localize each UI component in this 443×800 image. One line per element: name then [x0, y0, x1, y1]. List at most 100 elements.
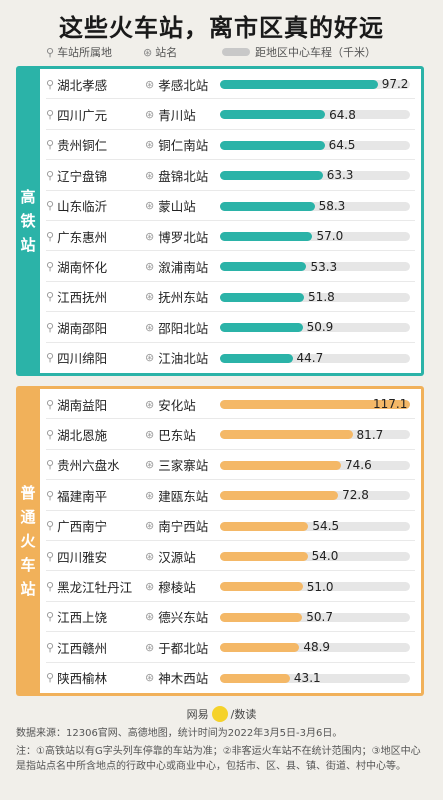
- data-label: 43.1: [293, 670, 321, 685]
- province-cell: ⚲ 四川雅安: [46, 541, 107, 571]
- province-cell: ⚲ 湖北恩施: [46, 419, 107, 449]
- province-label: 贵州铜仁: [57, 138, 108, 154]
- station-icon: ⊛: [145, 260, 155, 274]
- credit-sep: /: [230, 707, 235, 721]
- station-label: 建瓯东站: [158, 488, 209, 504]
- province-label: 山东临沂: [57, 199, 108, 215]
- station-icon: ⊛: [145, 320, 155, 334]
- province-cell: ⚲ 江西上饶: [46, 602, 107, 632]
- bar-track: [220, 582, 410, 592]
- station-label: 南宁西站: [158, 519, 209, 535]
- list-item: ⚲ 四川广元 ⊛ 青川站 64.8: [40, 99, 421, 130]
- province-cell: ⚲ 广西南宁: [46, 511, 107, 541]
- list-item: ⚲ 湖北孝感 ⊛ 孝感北站 97.2: [40, 69, 421, 100]
- station-label: 青川站: [158, 108, 196, 124]
- bar-track: [220, 521, 410, 531]
- legend-distance: 距地区中心车程（千米）: [222, 44, 376, 60]
- province-cell: ⚲ 广东惠州: [46, 221, 107, 251]
- station-icon: ⊛: [145, 610, 155, 624]
- bar: [220, 400, 410, 409]
- list-item: ⚲ 陕西榆林 ⊛ 神木西站 43.1: [40, 663, 421, 693]
- credit-left: 网易: [186, 708, 209, 721]
- bar: [220, 460, 342, 470]
- station-cell: ⊛ 蒙山站: [145, 191, 196, 221]
- list-item: ⚲ 湖北恩施 ⊛ 巴东站 81.7: [40, 419, 421, 450]
- station-icon: ⊛: [145, 488, 155, 502]
- bar: [220, 232, 313, 241]
- legend-station-label: 站名: [155, 46, 178, 59]
- station-label: 汉源站: [158, 549, 196, 565]
- data-label: 51.0: [306, 579, 334, 594]
- station-cell: ⊛ 三家寨站: [145, 450, 208, 480]
- bar: [220, 353, 293, 363]
- bar: [220, 643, 300, 653]
- station-cell: ⊛ 溆浦南站: [145, 251, 208, 281]
- bar: [220, 201, 315, 211]
- station-icon: ⊛: [145, 351, 155, 365]
- list-item: ⚲ 广西南宁 ⊛ 南宁西站 54.5: [40, 511, 421, 541]
- province-cell: ⚲ 贵州铜仁: [46, 130, 107, 160]
- location-pin-icon: ⚲: [46, 428, 55, 442]
- station-icon: ⊛: [145, 580, 155, 594]
- location-pin-icon: ⚲: [46, 351, 55, 365]
- bar-track: [220, 232, 410, 241]
- station-cell: ⊛ 抚州东站: [145, 282, 208, 312]
- station-label: 盘锦北站: [158, 168, 209, 184]
- province-cell: ⚲ 四川绵阳: [46, 343, 107, 373]
- station-label: 三家寨站: [158, 458, 209, 474]
- bar: [220, 171, 323, 181]
- bar: [220, 521, 309, 531]
- bar: [220, 292, 305, 302]
- province-cell: ⚲ 江西抚州: [46, 282, 107, 312]
- station-cell: ⊛ 穆棱站: [145, 571, 196, 601]
- province-label: 广西南宁: [57, 519, 108, 535]
- row-divider: [46, 600, 415, 602]
- station-label: 神木西站: [158, 671, 209, 687]
- bar: [220, 582, 303, 592]
- list-item: ⚲ 湖南益阳 ⊛ 安化站 117.1: [40, 389, 421, 420]
- province-label: 江西上饶: [57, 610, 108, 626]
- station-cell: ⊛ 建瓯东站: [145, 480, 208, 510]
- source-note: 数据来源：12306官网、高德地图，统计时间为2022年3月5日-3月6日。: [16, 728, 343, 739]
- bar: [220, 673, 290, 683]
- data-label: 53.3: [310, 259, 338, 274]
- station-label: 蒙山站: [158, 199, 196, 215]
- province-label: 广东惠州: [57, 229, 108, 245]
- province-cell: ⚲ 湖北孝感: [46, 69, 107, 99]
- list-item: ⚲ 江西抚州 ⊛ 抚州东站 51.8: [40, 282, 421, 313]
- location-pin-icon: ⚲: [46, 671, 55, 685]
- province-label: 辽宁盘锦: [57, 168, 108, 184]
- province-label: 贵州六盘水: [57, 458, 120, 474]
- location-pin-icon: ⚲: [46, 108, 55, 122]
- page-title: 这些火车站，离市区真的好远: [59, 14, 384, 42]
- province-cell: ⚲ 山东临沂: [46, 191, 107, 221]
- credit: 网易 / 数读: [0, 706, 443, 722]
- station-cell: ⊛ 南宁西站: [145, 511, 208, 541]
- row-divider: [46, 250, 415, 252]
- list-item: ⚲ 湖南怀化 ⊛ 溆浦南站 53.3: [40, 251, 421, 282]
- station-label: 德兴东站: [158, 610, 209, 626]
- station-cell: ⊛ 铜仁南站: [145, 130, 208, 160]
- station-cell: ⊛ 神木西站: [145, 663, 208, 693]
- bar: [220, 140, 325, 150]
- row-divider: [46, 631, 415, 633]
- data-label: 58.3: [318, 198, 346, 213]
- row-divider: [46, 448, 415, 450]
- station-label: 安化站: [158, 397, 196, 413]
- province-label: 湖南益阳: [57, 397, 108, 413]
- list-item: ⚲ 福建南平 ⊛ 建瓯东站 72.8: [40, 480, 421, 511]
- bar-track: [220, 552, 410, 561]
- station-cell: ⊛ 德兴东站: [145, 602, 208, 632]
- bar-track: [220, 353, 410, 363]
- section-label-char: 站: [20, 236, 36, 254]
- province-label: 湖南怀化: [57, 260, 108, 276]
- station-label: 于都北站: [158, 640, 209, 656]
- location-pin-icon: ⚲: [46, 168, 55, 182]
- row-divider: [46, 159, 415, 161]
- bar: [220, 552, 308, 561]
- list-item: ⚲ 江西上饶 ⊛ 德兴东站 50.7: [40, 602, 421, 633]
- bar-track: [220, 673, 410, 683]
- station-icon: ⊛: [145, 138, 155, 152]
- location-pin-icon: ⚲: [46, 260, 55, 274]
- station-cell: ⊛ 安化站: [145, 389, 196, 419]
